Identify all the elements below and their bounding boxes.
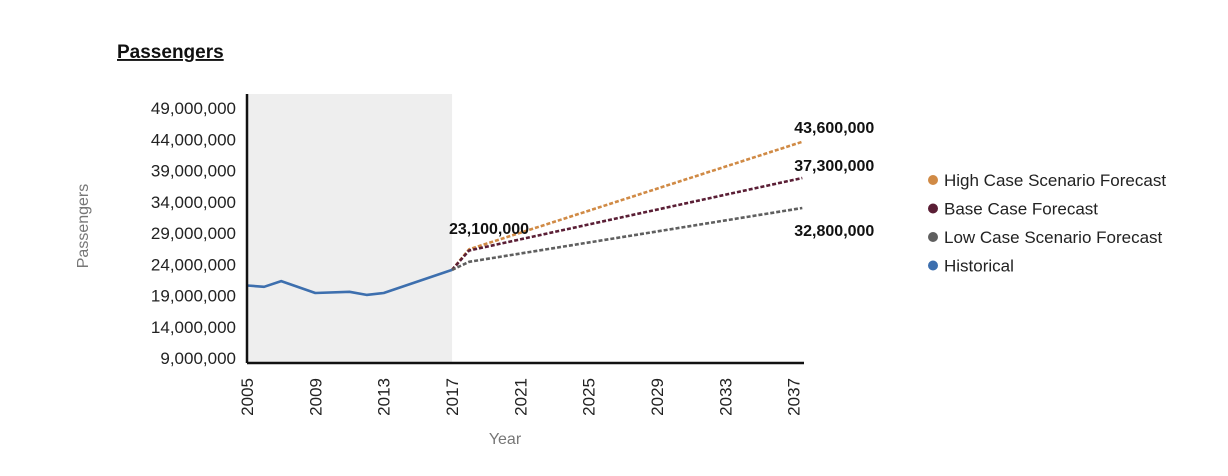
series-layer (246, 140, 803, 297)
y-tick-label: 9,000,000 (160, 349, 236, 368)
x-tick-label: 2009 (306, 378, 325, 416)
x-tick-label: 2033 (716, 378, 735, 416)
y-tick-label: 39,000,000 (151, 162, 236, 181)
legend: High Case Scenario Forecast Base Case For… (928, 171, 1166, 276)
value-annotation: 43,600,000 (794, 120, 874, 137)
series-line-0 (450, 140, 803, 271)
series-line-2 (451, 206, 803, 272)
series-line-1 (451, 176, 803, 271)
legend-marker (928, 232, 938, 242)
value-annotations: 23,100,000 43,600,000 37,300,000 32,800,000 (449, 120, 874, 240)
x-tick-label: 2025 (580, 378, 599, 416)
x-tick-label: 2017 (443, 378, 462, 416)
legend-label: Base Case Forecast (944, 200, 1098, 219)
x-tick-label: 2029 (648, 378, 667, 416)
series-line-3 (246, 268, 453, 297)
x-tick-label: 2021 (511, 378, 530, 416)
y-tick-label: 14,000,000 (151, 318, 236, 337)
legend-marker (928, 175, 938, 185)
y-axis-label: Passengers (75, 184, 92, 269)
y-tick-label: 19,000,000 (151, 287, 236, 306)
legend-label: Low Case Scenario Forecast (944, 228, 1163, 247)
y-tick-label: 34,000,000 (151, 193, 236, 212)
legend-marker (928, 203, 938, 214)
y-tick-label: 49,000,000 (151, 99, 236, 118)
value-annotation: 23,100,000 (449, 221, 529, 238)
x-tick-label: 2037 (785, 378, 804, 416)
legend-marker (928, 260, 938, 271)
x-tick-label: 2005 (238, 378, 257, 416)
value-annotation: 37,300,000 (794, 158, 874, 175)
y-tick-label: 29,000,000 (151, 224, 236, 243)
y-tick-labels: 49,000,000 44,000,000 39,000,000 34,000,000… (151, 99, 236, 368)
legend-label: Historical (944, 257, 1014, 276)
legend-label: High Case Scenario Forecast (944, 171, 1166, 190)
historical-period-shading (247, 94, 453, 363)
x-tick-labels: 2005 2009 2013 2017 2021 2025 2029 2033 2037 (238, 378, 804, 416)
y-tick-label: 24,000,000 (151, 255, 236, 274)
x-tick-label: 2013 (375, 378, 394, 416)
value-annotation: 32,800,000 (794, 223, 874, 240)
x-axis-label: Year (489, 431, 522, 448)
chart-title: Passengers (117, 42, 224, 63)
y-tick-label: 44,000,000 (151, 130, 236, 149)
